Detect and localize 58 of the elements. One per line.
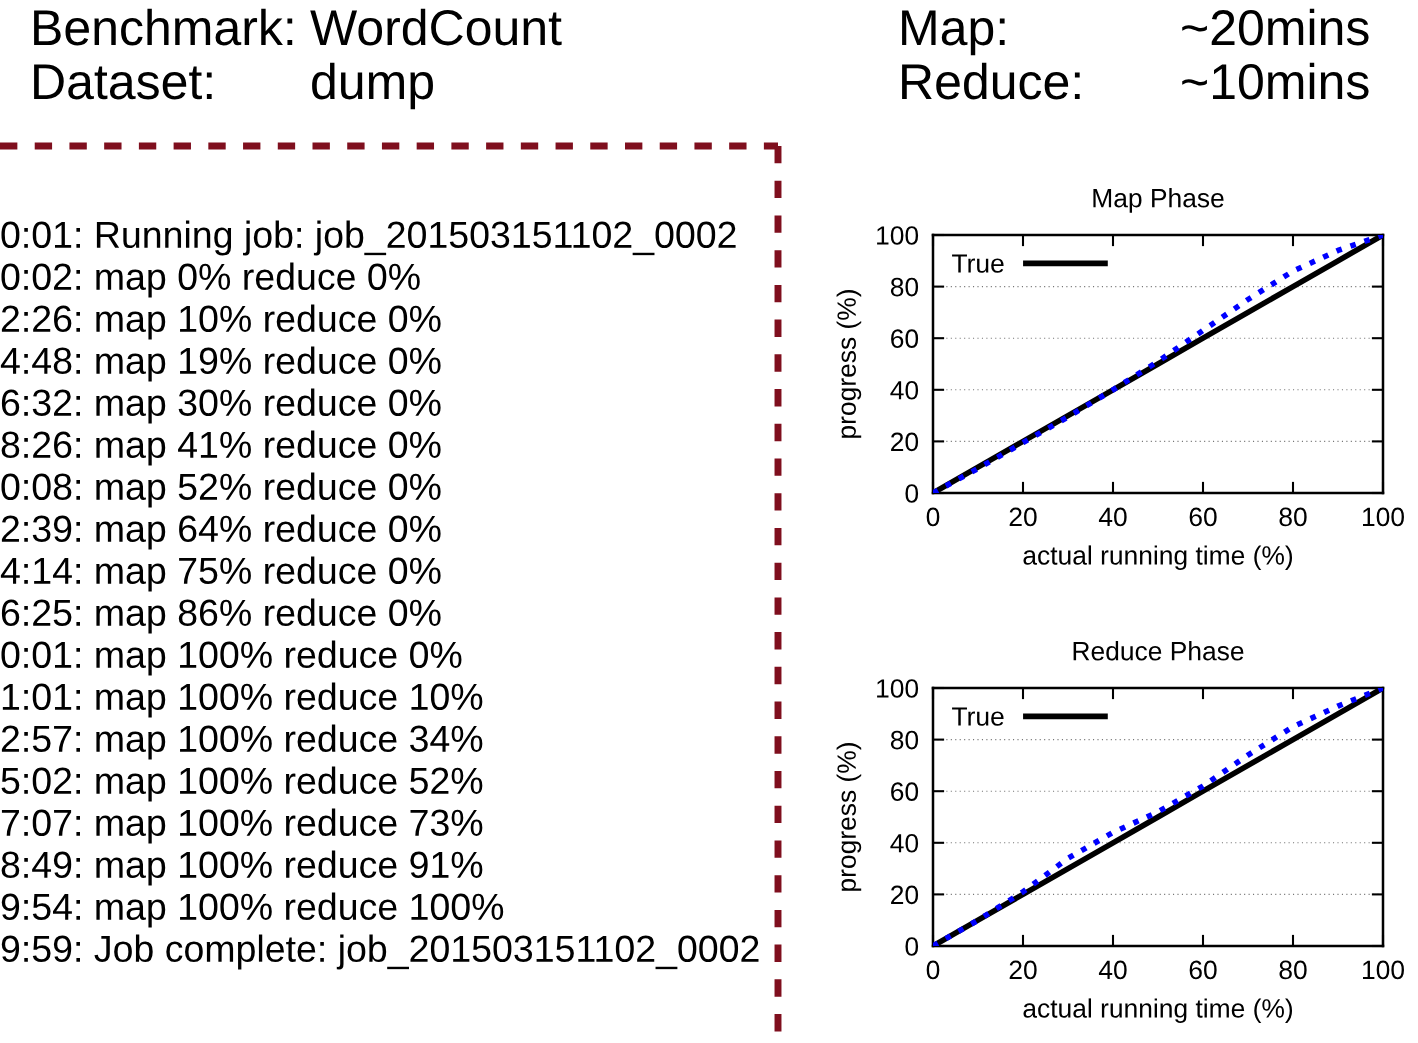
text: 0:01: Running job: job_201503151102_0002 [1, 220, 736, 256]
text: 8:26: map 41% reduce 0% [1, 430, 441, 466]
text: 9:59: Job complete: job_201503151102_0002 [1, 934, 759, 970]
y-tick-label: 40 [890, 833, 919, 853]
y-tick-label: 80 [890, 730, 919, 750]
x-tick-label: 60 [1189, 507, 1217, 527]
x-tick-label: 80 [1279, 507, 1307, 527]
x-tick-label: 80 [1279, 960, 1307, 980]
text: 8:49: map 100% reduce 91% [1, 850, 483, 886]
y-tick-label: 20 [891, 432, 919, 452]
y-tick-label: 20 [891, 885, 919, 905]
text: Dataset: [34, 64, 212, 100]
y-tick-label: 0 [905, 937, 919, 956]
text: ~10mins [1182, 62, 1369, 100]
text: 5:02: map 100% reduce 52% [1, 766, 483, 802]
x-tick-label: 40 [1098, 507, 1127, 527]
y-tick-label: 60 [891, 782, 919, 802]
text: 0:01: map 100% reduce 0% [1, 640, 462, 676]
x-tick-label: 40 [1098, 960, 1127, 980]
x-tick-label: 100 [1363, 507, 1404, 527]
text: 0:08: map 52% reduce 0% [1, 472, 441, 508]
legend-label: True [952, 254, 1004, 273]
y-axis-title: progress (%) [836, 290, 862, 438]
x-tick-label: 20 [1009, 960, 1037, 980]
text: 7:07: map 100% reduce 73% [1, 808, 483, 844]
x-axis-title: actual running time (%) [1023, 545, 1293, 570]
x-axis-title: actual running time (%) [1023, 998, 1293, 1023]
text: 2:57: map 100% reduce 34% [1, 724, 483, 760]
chart-title: Reduce Phase [1073, 641, 1244, 661]
text: 1:01: map 100% reduce 10% [2, 682, 483, 718]
y-tick-label: 40 [890, 380, 919, 400]
y-tick-label: 100 [877, 226, 919, 245]
text: 4:48: map 19% reduce 0% [0, 346, 441, 382]
text: WordCount [310, 8, 562, 46]
y-axis-title: progress (%) [836, 743, 862, 891]
x-tick-label: 100 [1363, 960, 1404, 980]
text: 6:25: map 86% reduce 0% [1, 598, 441, 634]
x-tick-label: 20 [1009, 507, 1037, 527]
chart-title: Map Phase [1093, 188, 1224, 213]
text: Reduce: [902, 62, 1080, 100]
legend-label: True [952, 707, 1004, 726]
text: 4:14: map 75% reduce 0% [0, 556, 441, 592]
y-tick-label: 80 [890, 277, 919, 297]
text: Benchmark: [34, 8, 293, 46]
text: 2:39: map 64% reduce 0% [1, 514, 441, 550]
x-tick-label: 0 [926, 960, 940, 980]
x-tick-label: 60 [1189, 960, 1217, 980]
text: 6:32: map 30% reduce 0% [1, 388, 441, 424]
text: ~20mins [1182, 8, 1369, 46]
x-tick-label: 0 [926, 507, 940, 527]
y-tick-label: 0 [905, 484, 919, 503]
text: dump [312, 62, 433, 110]
text: Map: [902, 10, 1005, 56]
y-tick-label: 100 [877, 679, 919, 698]
text: 9:54: map 100% reduce 100% [1, 892, 504, 928]
text: 0:02: map 0% reduce 0% [1, 262, 420, 298]
text: 2:26: map 10% reduce 0% [1, 304, 441, 340]
y-tick-label: 60 [891, 329, 919, 349]
